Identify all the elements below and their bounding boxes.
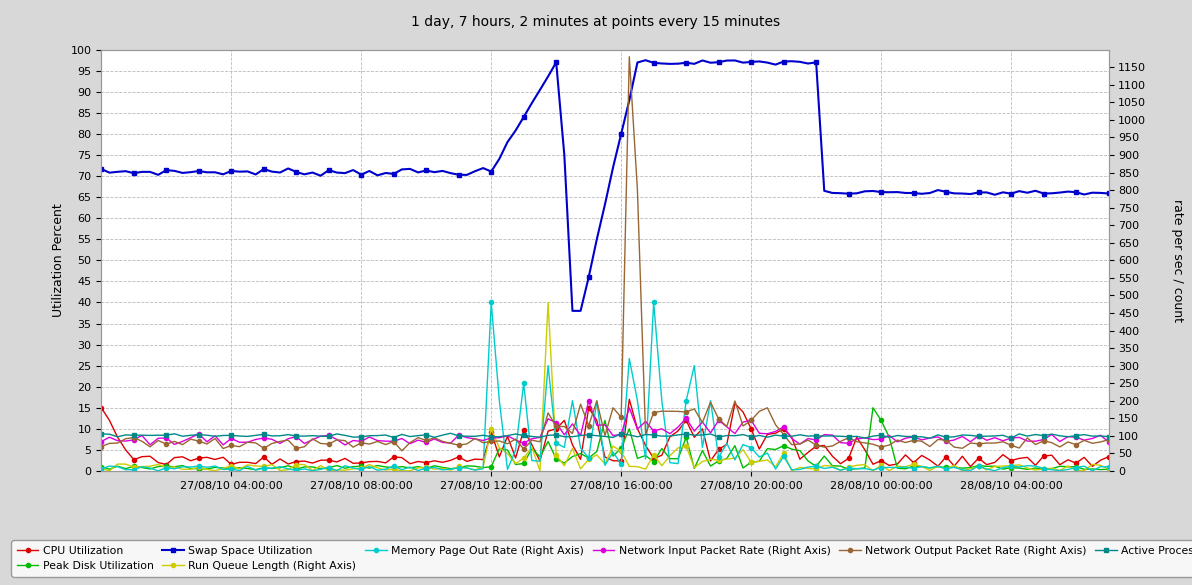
Network Input Packet Rate (Right Axis) <box>362 433 377 441</box>
Peak Disk Utilization <box>1053 463 1067 470</box>
CPU Utilization <box>330 459 344 466</box>
Run Queue Length (Right Axis) <box>980 466 994 473</box>
Active Processes (Right Axis) <box>94 431 108 438</box>
Line: Network Output Packet Rate (Right Axis): Network Output Packet Rate (Right Axis) <box>99 54 1111 453</box>
Line: Memory Page Out Rate (Right Axis): Memory Page Out Rate (Right Axis) <box>99 300 1111 473</box>
Text: 1 day, 7 hours, 2 minutes at points every 15 minutes: 1 day, 7 hours, 2 minutes at points ever… <box>411 15 781 29</box>
CPU Utilization <box>1053 461 1067 468</box>
Network Input Packet Rate (Right Axis) <box>582 397 596 404</box>
Network Input Packet Rate (Right Axis) <box>980 437 994 444</box>
Network Output Packet Rate (Right Axis) <box>955 445 969 452</box>
Memory Page Out Rate (Right Axis) <box>971 463 986 470</box>
CPU Utilization <box>980 461 994 468</box>
Memory Page Out Rate (Right Axis) <box>948 464 962 471</box>
CPU Utilization <box>728 400 743 407</box>
Peak Disk Utilization <box>980 463 994 470</box>
Swap Space Utilization <box>735 59 750 66</box>
Swap Space Utilization <box>1053 189 1067 196</box>
Active Processes (Right Axis) <box>1053 432 1067 439</box>
Run Queue Length (Right Axis) <box>354 464 368 472</box>
Line: Peak Disk Utilization: Peak Disk Utilization <box>99 405 1111 472</box>
Network Output Packet Rate (Right Axis) <box>980 439 994 446</box>
Run Queue Length (Right Axis) <box>330 466 344 473</box>
Memory Page Out Rate (Right Axis) <box>728 456 743 463</box>
Run Queue Length (Right Axis) <box>1053 467 1067 474</box>
Swap Space Utilization <box>980 189 994 196</box>
Active Processes (Right Axis) <box>354 433 368 441</box>
Memory Page Out Rate (Right Axis) <box>1085 467 1099 474</box>
Run Queue Length (Right Axis) <box>865 467 880 474</box>
CPU Utilization <box>963 463 977 470</box>
Active Processes (Right Axis) <box>971 433 986 440</box>
Network Output Packet Rate (Right Axis) <box>735 422 750 429</box>
Network Output Packet Rate (Right Axis) <box>94 443 108 450</box>
Peak Disk Utilization <box>362 464 377 472</box>
Swap Space Utilization <box>639 57 653 64</box>
Peak Disk Utilization <box>865 404 880 411</box>
Memory Page Out Rate (Right Axis) <box>1101 463 1116 470</box>
Memory Page Out Rate (Right Axis) <box>330 467 344 474</box>
CPU Utilization <box>622 396 637 403</box>
Line: Active Processes (Right Axis): Active Processes (Right Axis) <box>99 431 1111 441</box>
Network Input Packet Rate (Right Axis) <box>735 419 750 426</box>
Y-axis label: rate per sec / count: rate per sec / count <box>1172 199 1185 322</box>
Peak Disk Utilization <box>1101 466 1116 473</box>
Peak Disk Utilization <box>337 464 352 472</box>
Network Input Packet Rate (Right Axis) <box>1101 438 1116 445</box>
Y-axis label: Utilization Percent: Utilization Percent <box>52 204 66 317</box>
Network Output Packet Rate (Right Axis) <box>330 436 344 443</box>
Memory Page Out Rate (Right Axis) <box>1044 466 1058 473</box>
Active Processes (Right Axis) <box>1101 433 1116 441</box>
Memory Page Out Rate (Right Axis) <box>354 466 368 473</box>
Network Output Packet Rate (Right Axis) <box>395 448 409 455</box>
Active Processes (Right Axis) <box>948 433 962 441</box>
Memory Page Out Rate (Right Axis) <box>94 465 108 472</box>
Swap Space Utilization <box>1101 190 1116 197</box>
Network Output Packet Rate (Right Axis) <box>622 53 637 60</box>
Run Queue Length (Right Axis) <box>94 465 108 472</box>
CPU Utilization <box>94 404 108 411</box>
Peak Disk Utilization <box>94 463 108 470</box>
CPU Utilization <box>1101 453 1116 460</box>
Swap Space Utilization <box>354 171 368 178</box>
Peak Disk Utilization <box>728 442 743 449</box>
Network Input Packet Rate (Right Axis) <box>1053 438 1067 445</box>
Active Processes (Right Axis) <box>728 432 743 439</box>
Peak Disk Utilization <box>955 464 969 472</box>
Peak Disk Utilization <box>248 466 262 473</box>
Network Output Packet Rate (Right Axis) <box>1053 443 1067 450</box>
Active Processes (Right Axis) <box>1004 435 1018 442</box>
Network Input Packet Rate (Right Axis) <box>955 433 969 440</box>
Active Processes (Right Axis) <box>330 431 344 438</box>
Network Input Packet Rate (Right Axis) <box>330 436 344 443</box>
Run Queue Length (Right Axis) <box>1101 466 1116 473</box>
Run Queue Length (Right Axis) <box>541 299 555 306</box>
Run Queue Length (Right Axis) <box>955 467 969 474</box>
Line: Swap Space Utilization: Swap Space Utilization <box>99 58 1111 313</box>
Swap Space Utilization <box>955 190 969 197</box>
Network Input Packet Rate (Right Axis) <box>337 442 352 449</box>
Line: Network Input Packet Rate (Right Axis): Network Input Packet Rate (Right Axis) <box>99 398 1111 447</box>
CPU Utilization <box>354 459 368 466</box>
Swap Space Utilization <box>94 166 108 173</box>
Run Queue Length (Right Axis) <box>728 455 743 462</box>
Line: Run Queue Length (Right Axis): Run Queue Length (Right Axis) <box>99 300 1111 473</box>
CPU Utilization <box>948 463 962 470</box>
Swap Space Utilization <box>330 169 344 176</box>
Memory Page Out Rate (Right Axis) <box>484 299 498 306</box>
Line: CPU Utilization: CPU Utilization <box>99 397 1111 469</box>
Active Processes (Right Axis) <box>443 430 458 437</box>
Network Output Packet Rate (Right Axis) <box>1101 436 1116 443</box>
Network Input Packet Rate (Right Axis) <box>94 438 108 445</box>
Swap Space Utilization <box>565 307 579 314</box>
Network Output Packet Rate (Right Axis) <box>354 439 368 446</box>
Legend: CPU Utilization, Peak Disk Utilization, Swap Space Utilization, Run Queue Length: CPU Utilization, Peak Disk Utilization, … <box>12 541 1192 577</box>
